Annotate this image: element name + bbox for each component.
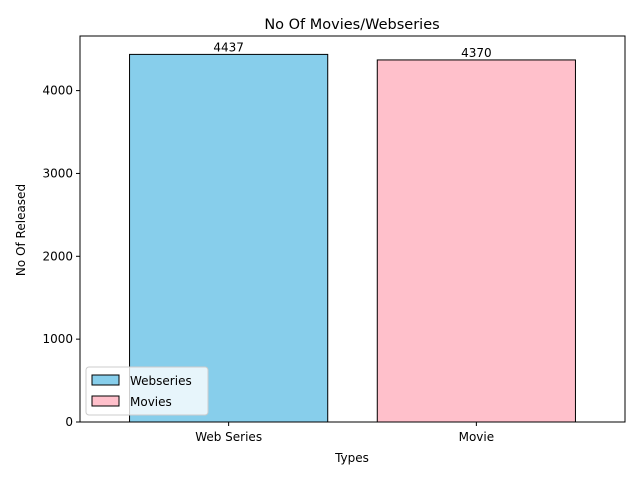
x-tick-label: Web Series — [195, 430, 262, 444]
y-axis-label: No Of Released — [14, 184, 28, 276]
bars-layer: 4437 4370 — [129, 40, 576, 423]
y-tick-label: 0 — [65, 415, 73, 429]
y-tick-label: 4000 — [42, 84, 73, 98]
x-axis-label: Types — [334, 451, 369, 465]
data-label: 4437 — [213, 40, 244, 54]
y-tick-label: 2000 — [42, 249, 73, 263]
chart-title: No Of Movies/Webseries — [264, 17, 439, 33]
x-tick-label: Movie — [459, 430, 495, 444]
bar-web-series — [129, 53, 329, 423]
legend: Webseries Movies — [85, 366, 209, 416]
legend-swatch — [91, 395, 120, 407]
legend-label: Webseries — [130, 374, 192, 388]
y-tick-label: 3000 — [42, 166, 73, 180]
legend-label: Movies — [130, 395, 172, 409]
legend-swatch — [91, 374, 120, 386]
data-label: 4370 — [461, 46, 492, 60]
bar-movie — [376, 59, 576, 423]
axes-layer: 0 1000 2000 3000 4000 Web Series Movie — [42, 35, 626, 444]
plot-frame — [79, 35, 626, 423]
y-tick-label: 1000 — [42, 332, 73, 346]
